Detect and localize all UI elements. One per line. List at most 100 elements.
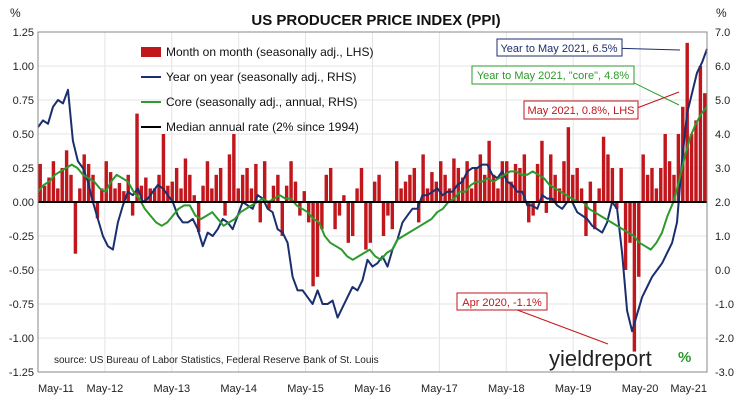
legend-label-yoy: Year on year (seasonally adj., RHS) — [166, 70, 356, 84]
mom-bar — [412, 168, 417, 202]
mom-bar — [465, 161, 469, 202]
mom-bar — [694, 120, 698, 202]
mom-bar — [531, 202, 535, 216]
mom-bar — [372, 181, 377, 202]
mom-bar — [637, 202, 641, 277]
mom-bar — [593, 202, 597, 230]
mom-bar — [672, 174, 676, 202]
mom-bar — [659, 168, 663, 202]
x-tick-label: May-18 — [488, 383, 525, 395]
right-tick-label: -2.0 — [715, 333, 734, 345]
mom-bar — [483, 174, 487, 202]
x-tick-label: May-11 — [38, 383, 74, 395]
mom-bar — [42, 185, 47, 202]
right-axis-unit: % — [716, 6, 727, 20]
mom-bar — [416, 202, 421, 223]
mom-bar — [394, 161, 399, 202]
mom-bar — [703, 93, 707, 202]
mom-bar — [527, 202, 531, 223]
annotation-core-label: Year to May 2021, "core", 4.8% — [477, 70, 630, 82]
mom-bar — [443, 174, 447, 202]
left-tick-label: 1.25 — [13, 27, 34, 39]
mom-bar — [377, 174, 381, 202]
annotation-min: Apr 2020, -1.1% — [456, 292, 609, 345]
mom-bar — [56, 188, 60, 202]
yoy-line — [37, 48, 708, 333]
legend-label-median: Median annual rate (2% since 1994) — [166, 120, 359, 134]
annotation-min-box — [456, 292, 548, 311]
mom-bar — [135, 113, 139, 202]
mom-bar — [447, 188, 452, 202]
mom-bar — [509, 181, 513, 202]
mom-bar — [355, 188, 359, 202]
annotation-mom-label: May 2021, 0.8%, LHS — [527, 105, 634, 117]
mom-bar — [311, 202, 315, 287]
mom-bar — [474, 168, 478, 202]
legend-label-mom: Month on month (seasonally adj., LHS) — [166, 45, 373, 59]
mom-bar — [571, 174, 575, 202]
mom-bar — [302, 191, 306, 202]
mom-bar — [408, 174, 412, 202]
mom-bar — [689, 134, 694, 202]
mom-bar — [346, 202, 351, 243]
mom-bar — [223, 202, 227, 216]
mom-bar — [82, 154, 86, 202]
left-tick-label: -0.50 — [9, 265, 34, 277]
mom-bar — [650, 168, 654, 202]
mom-bar — [157, 174, 161, 202]
mom-bar — [566, 127, 571, 202]
mom-bar — [698, 66, 703, 202]
annotation-yoy: Year to May 2021, 6.5% — [496, 38, 681, 57]
mom-bar — [179, 188, 183, 202]
mom-bar — [249, 188, 254, 202]
left-tick-label: 0.00 — [13, 197, 34, 209]
core-line — [37, 106, 708, 261]
mom-bar — [262, 161, 267, 202]
mom-bar — [298, 202, 302, 216]
annotation-mom-leader — [636, 91, 680, 109]
right-tick-label: -1.0 — [715, 299, 734, 311]
mom-bar — [117, 182, 122, 202]
mom-bar — [284, 185, 289, 202]
mom-bar — [258, 202, 262, 223]
mom-bar — [126, 174, 130, 202]
mom-bar — [601, 136, 606, 202]
mom-bar — [245, 168, 249, 202]
mom-bar — [218, 168, 223, 202]
mom-bar — [606, 154, 610, 202]
left-tick-label: 0.25 — [13, 163, 34, 175]
mom-bar — [500, 161, 505, 202]
mom-bar — [491, 174, 496, 202]
mom-bar — [381, 202, 386, 236]
mom-bar — [645, 174, 650, 202]
mom-bar — [390, 202, 395, 230]
mom-bar — [623, 202, 628, 270]
source-note: source: US Bureau of Labor Statistics, F… — [54, 355, 379, 366]
mom-bar — [562, 161, 566, 202]
x-tick-label: May-12 — [87, 383, 124, 395]
mom-bar — [47, 177, 51, 202]
mom-bar — [122, 191, 126, 202]
mom-bar — [685, 42, 689, 202]
mom-bar — [271, 185, 276, 202]
right-tick-label: 2.0 — [715, 197, 730, 209]
mom-bar — [434, 181, 439, 202]
mom-bar — [663, 134, 667, 202]
left-tick-label: -1.25 — [9, 367, 34, 379]
mom-bar — [478, 154, 483, 202]
mom-bar — [518, 168, 522, 202]
mom-bar — [337, 202, 342, 216]
right-tick-label: 1.0 — [715, 231, 730, 243]
mom-bar — [328, 168, 333, 202]
mom-bar — [399, 188, 403, 202]
annotation-min-leader — [511, 307, 609, 345]
mom-bar — [188, 174, 192, 202]
plot-frame — [37, 31, 708, 373]
series-lines — [37, 48, 708, 333]
mom-bar — [421, 154, 425, 202]
mom-bar — [183, 158, 188, 202]
mom-bar — [73, 202, 78, 254]
legend-swatch-mom — [141, 47, 161, 57]
x-tick-label: May-20 — [622, 383, 659, 395]
